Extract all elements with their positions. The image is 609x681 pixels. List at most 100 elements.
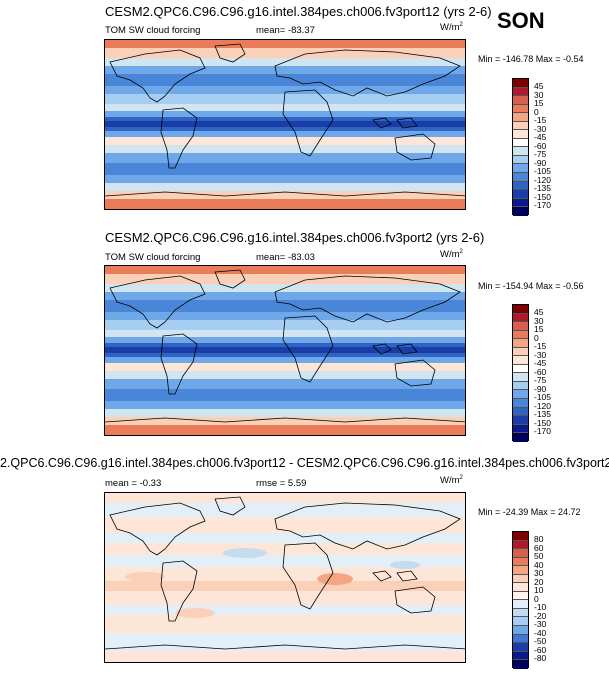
panel-1-colorbar-box — [513, 164, 528, 174]
panel-3-colorbar-box — [513, 540, 528, 550]
panel-1-mean: mean= -83.37 — [256, 25, 315, 36]
panel-1-colorbar-box — [513, 96, 528, 105]
panel-1-colorbar-box — [513, 130, 528, 139]
panel-3-colorbar-box — [513, 557, 528, 567]
colorbar-tick-label: -45 — [534, 132, 547, 142]
panel-1-colorbar-box — [513, 155, 528, 165]
colorbar-tick-label: -80 — [534, 653, 547, 663]
colorbar-tick-label: 60 — [534, 542, 544, 553]
colorbar-tick-label: 80 — [534, 534, 544, 544]
panel-3-colorbar-box — [513, 617, 528, 627]
colorbar-tick-label: 15 — [534, 98, 544, 108]
colorbar-tick-label: -15 — [534, 115, 547, 125]
colorbar-tick-label: -75 — [534, 375, 547, 385]
panel-2-colorbar-box — [513, 305, 528, 314]
panel-3-colorbar-box — [513, 626, 528, 635]
panel-3-title: 2.QPC6.C96.C96.g16.intel.384pes.ch006.fv… — [0, 456, 609, 470]
panel-1-colorbar-box — [513, 147, 528, 156]
panel-1-units: W/m2 — [440, 22, 463, 34]
panel-3-colorbar — [512, 531, 529, 669]
colorbar-tick-label: -150 — [534, 191, 552, 202]
panel-2-colorbar-box — [513, 322, 528, 331]
colorbar-tick-label: -150 — [534, 417, 552, 428]
panel-1-map — [104, 39, 466, 210]
panel-3-colorbar-box — [513, 583, 528, 592]
colorbar-tick-label: 50 — [534, 551, 544, 561]
panel-3-colorbar-box — [513, 651, 528, 661]
panel-3-colorbar-box — [513, 660, 528, 669]
colorbar-tick-label: -50 — [534, 636, 547, 646]
colorbar-tick-label: -30 — [534, 123, 547, 134]
panel-1-colorbar-box — [513, 198, 528, 208]
colorbar-tick-label: -120 — [534, 400, 552, 411]
colorbar-tick-label: -170 — [534, 426, 552, 436]
colorbar-tick-label: -30 — [534, 349, 547, 360]
colorbar-tick-label: 20 — [534, 576, 544, 587]
colorbar-tick-label: -30 — [534, 619, 547, 629]
panel-3-rmse: rmse = 5.59 — [256, 478, 307, 489]
panel-2-variable: TOM SW cloud forcing — [105, 252, 201, 263]
panel-3-colorbar-box — [513, 643, 528, 652]
panel-1-title: CESM2.QPC6.C96.C96.g16.intel.384pes.ch00… — [105, 4, 492, 19]
panel-2-colorbar-box — [513, 407, 528, 417]
panel-1-colorbar-box — [513, 207, 528, 216]
colorbar-tick-label: 30 — [534, 315, 544, 326]
colorbar-tick-label: -135 — [534, 409, 552, 419]
colorbar-tick-label: 0 — [534, 106, 539, 117]
panel-1-colorbar-box — [513, 113, 528, 122]
panel-2-colorbar-box — [513, 330, 528, 340]
panel-1-colorbar-box — [513, 87, 528, 97]
panel-2-map-field — [105, 266, 465, 435]
panel-2-mean: mean= -83.03 — [256, 252, 315, 263]
colorbar-tick-label: 40 — [534, 559, 544, 570]
panel-2-colorbar-box — [513, 364, 528, 374]
panel-1-colorbar-box — [513, 104, 528, 114]
colorbar-tick-label: 30 — [534, 568, 544, 578]
panel-2-colorbar-box — [513, 339, 528, 348]
colorbar-tick-label: -60 — [534, 644, 547, 655]
panel-3-colorbar-box — [513, 608, 528, 618]
colorbar-tick-label: -15 — [534, 341, 547, 351]
colorbar-tick-label: 15 — [534, 324, 544, 334]
season-label: SON — [497, 8, 545, 33]
panel-3-colorbar-box — [513, 566, 528, 575]
colorbar-tick-label: -135 — [534, 183, 552, 193]
panel-1-colorbar — [512, 78, 529, 216]
panel-1-colorbar-box — [513, 181, 528, 191]
panel-2-colorbar — [512, 304, 529, 442]
panel-3-colorbar-box — [513, 600, 528, 609]
colorbar-tick-label: 45 — [534, 81, 544, 91]
panel-3-mean: mean = -0.33 — [105, 478, 162, 489]
colorbar-tick-label: 0 — [534, 332, 539, 343]
panel-1-map-field — [105, 40, 465, 209]
panel-3-colorbar-box — [513, 591, 528, 601]
panel-1-colorbar-box — [513, 173, 528, 182]
panel-2-colorbar-box — [513, 381, 528, 391]
panel-3-colorbar-box — [513, 574, 528, 584]
colorbar-tick-label: -170 — [534, 200, 552, 210]
colorbar-tick-label: 10 — [534, 585, 544, 595]
colorbar-tick-label: -120 — [534, 174, 552, 185]
panel-2-colorbar-box — [513, 416, 528, 425]
colorbar-tick-label: -60 — [534, 366, 547, 377]
panel-2-colorbar-box — [513, 399, 528, 408]
colorbar-tick-label: 30 — [534, 89, 544, 100]
panel-1-colorbar-box — [513, 121, 528, 131]
colorbar-tick-label: -90 — [534, 157, 547, 168]
panel-1-minmax: Min = -146.78 Max = -0.54 — [478, 54, 584, 64]
panel-2-colorbar-box — [513, 424, 528, 434]
panel-2-title: CESM2.QPC6.C96.C96.g16.intel.384pes.ch00… — [105, 230, 485, 245]
panel-3-colorbar-box — [513, 549, 528, 558]
colorbar-tick-label: -10 — [534, 602, 547, 612]
panel-2-colorbar-box — [513, 347, 528, 357]
colorbar-tick-label: -40 — [534, 627, 547, 638]
panel-3-colorbar-box — [513, 634, 528, 644]
panel-2-colorbar-box — [513, 356, 528, 365]
panel-1-colorbar-box — [513, 190, 528, 199]
colorbar-tick-label: -105 — [534, 392, 552, 402]
panel-2-units: W/m2 — [440, 249, 463, 261]
panel-3-map-field — [105, 493, 465, 662]
colorbar-tick-label: 45 — [534, 307, 544, 317]
panel-3-units: W/m2 — [440, 475, 463, 487]
panel-1-colorbar-box — [513, 79, 528, 88]
